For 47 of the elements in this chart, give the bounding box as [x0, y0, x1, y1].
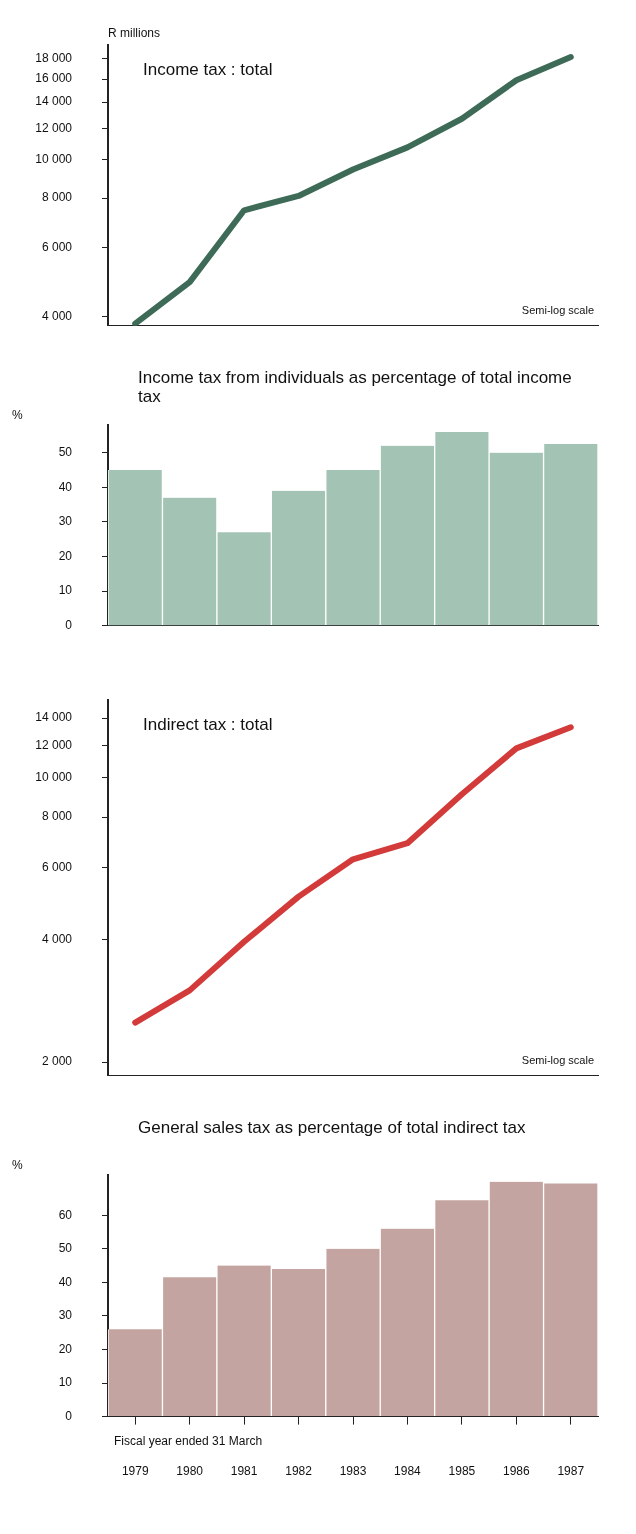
y-tick-label: 30: [58, 514, 73, 529]
y-tick-label: 8 000: [41, 190, 73, 205]
y-tick-label: 20: [58, 1341, 73, 1356]
x-tick-label: 1985: [448, 1464, 476, 1479]
y-tick-label: 10: [58, 583, 73, 598]
text: Indirect tax : total: [143, 715, 273, 735]
chart-title: Income tax from individuals as percentage of total income tax: [138, 368, 572, 406]
y-tick-label: 60: [58, 1207, 73, 1222]
y-tick-label: 4 000: [41, 931, 73, 946]
x-tick-label: 1982: [285, 1464, 313, 1479]
y-tick-label: 12 000: [35, 120, 73, 135]
x-tick-label: 1987: [557, 1464, 585, 1479]
text: Income tax : total: [143, 60, 273, 80]
y-axis-title: R millions: [108, 26, 161, 41]
y-tick-label: 30: [58, 1308, 73, 1323]
y-tick-label: 14 000: [35, 710, 73, 725]
y-tick-label: 10: [58, 1375, 73, 1390]
y-axis-title: %: [12, 1158, 23, 1172]
y-tick-label: 0: [65, 618, 73, 633]
x-tick-label: 1980: [176, 1464, 204, 1479]
x-tick-label: 1986: [502, 1464, 530, 1479]
y-tick-label: 6 000: [41, 239, 73, 254]
y-tick-label: 6 000: [41, 860, 73, 875]
y-tick-label: 18 000: [35, 51, 73, 66]
y-tick-label: 8 000: [41, 809, 73, 824]
x-tick-label: 1984: [394, 1464, 422, 1479]
y-tick-label: 40: [58, 479, 73, 494]
chart-title: General sales tax as percentage of total indirect tax: [138, 1118, 526, 1137]
y-tick-label: 2 000: [41, 1054, 73, 1069]
x-tick-label: 1983: [339, 1464, 367, 1479]
y-tick-label: 0: [65, 1408, 73, 1423]
annotation: Semi-log scale: [521, 303, 594, 316]
y-tick-label: 10 000: [35, 152, 73, 167]
y-tick-label: 16 000: [35, 71, 73, 86]
y-axis-title: %: [12, 408, 23, 422]
y-tick-label: 14 000: [35, 94, 73, 109]
y-tick-label: 12 000: [35, 737, 73, 752]
y-tick-label: 40: [58, 1274, 73, 1289]
x-tick-label: 1979: [121, 1464, 149, 1479]
y-tick-label: 10 000: [35, 769, 73, 784]
y-tick-label: 50: [58, 1241, 73, 1256]
y-tick-label: 4 000: [41, 309, 73, 324]
annotation: Semi-log scale: [521, 1053, 594, 1066]
text: Fiscal year ended 31 March: [114, 1433, 263, 1448]
x-tick-label: 1981: [230, 1464, 258, 1479]
y-tick-label: 20: [58, 548, 73, 563]
y-tick-label: 50: [58, 445, 73, 460]
